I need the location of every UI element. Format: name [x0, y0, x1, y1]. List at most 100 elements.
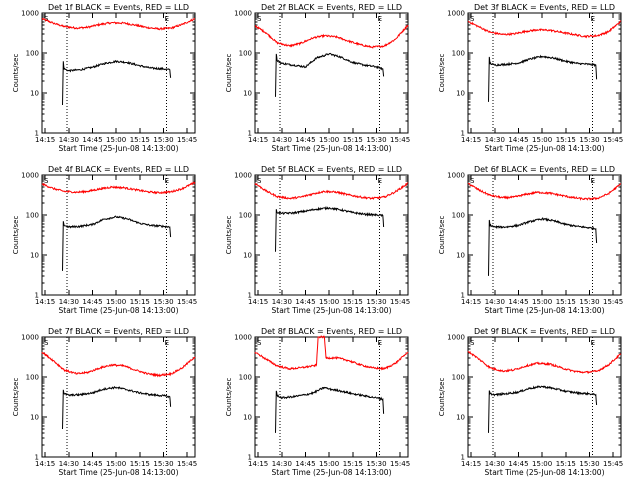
- chart-panel-2: Det 2f BLACK = Events, RED = LLD 1 10 100 10…: [225, 3, 410, 153]
- y-tick-label: 1: [35, 292, 39, 300]
- y-tick-label: 1000: [447, 172, 465, 180]
- y-tick-label: 100: [239, 374, 252, 382]
- x-tick-label: 14:45: [508, 298, 528, 306]
- y-tick-label: 10: [456, 90, 465, 98]
- lld-series-line: [254, 335, 409, 371]
- end-marker-label: E: [591, 15, 595, 23]
- chart-panel-3: Det 3f BLACK = Events, RED = LLD 1 10 100 10…: [438, 3, 623, 153]
- y-tick-label: 1000: [234, 334, 252, 342]
- chart-title: Det 7f BLACK = Events, RED = LLD: [48, 327, 189, 336]
- end-marker-label: E: [591, 339, 595, 347]
- x-tick-label: 15:00: [106, 298, 126, 306]
- chart-title: Det 1f BLACK = Events, RED = LLD: [48, 3, 189, 12]
- start-marker-label: S: [470, 339, 475, 347]
- chart-title: Det 8f BLACK = Events, RED = LLD: [261, 327, 402, 336]
- x-tick-label: 15:45: [603, 298, 623, 306]
- chart-title: Det 6f BLACK = Events, RED = LLD: [474, 165, 615, 174]
- x-axis-label: Start Time (25-Jun-08 14:13:00): [59, 468, 179, 477]
- x-tick-label: 14:45: [508, 460, 528, 468]
- end-marker-label: E: [378, 339, 382, 347]
- y-tick-label: 1000: [447, 10, 465, 18]
- y-tick-label: 1: [35, 130, 39, 138]
- x-tick-label: 15:30: [579, 136, 599, 144]
- x-tick-label: 15:30: [153, 460, 173, 468]
- y-tick-label: 1000: [234, 10, 252, 18]
- chart-panel-4: Det 4f BLACK = Events, RED = LLD 1 10 100 10…: [12, 165, 197, 315]
- y-tick-label: 1000: [447, 334, 465, 342]
- x-tick-label: 15:00: [319, 136, 339, 144]
- chart-panel-5: Det 5f BLACK = Events, RED = LLD 1 10 100 10…: [225, 165, 410, 315]
- y-tick-label: 1: [35, 454, 39, 462]
- x-tick-label: 14:30: [59, 460, 79, 468]
- y-tick-label: 10: [243, 90, 252, 98]
- y-tick-label: 100: [452, 50, 465, 58]
- x-tick-label: 15:45: [177, 460, 197, 468]
- y-tick-label: 10: [30, 414, 39, 422]
- y-tick-label: 10: [243, 252, 252, 260]
- x-tick-label: 15:00: [532, 298, 552, 306]
- y-tick-label: 1000: [21, 10, 39, 18]
- x-tick-label: 15:15: [343, 460, 363, 468]
- y-axis-label: Counts/sec: [12, 378, 20, 417]
- y-tick-label: 10: [30, 252, 39, 260]
- events-series-line: [275, 52, 385, 97]
- x-axis-label: Start Time (25-Jun-08 14:13:00): [59, 144, 179, 153]
- chart-panel-8: Det 8f BLACK = Events, RED = LLD 1 10 100 10…: [225, 327, 410, 477]
- y-tick-label: 10: [456, 252, 465, 260]
- events-series-line: [62, 215, 172, 271]
- x-tick-label: 14:45: [295, 298, 315, 306]
- y-tick-label: 1000: [234, 172, 252, 180]
- x-tick-label: 15:30: [153, 136, 173, 144]
- x-tick-label: 15:00: [106, 460, 126, 468]
- y-tick-label: 1000: [21, 334, 39, 342]
- x-tick-label: 15:30: [366, 298, 386, 306]
- x-tick-label: 14:45: [508, 136, 528, 144]
- events-series-line: [62, 59, 172, 106]
- y-axis-label: Counts/sec: [12, 216, 20, 255]
- x-tick-label: 15:15: [130, 136, 150, 144]
- x-tick-label: 14:15: [461, 298, 481, 306]
- x-tick-label: 15:15: [130, 460, 150, 468]
- chart-title: Det 4f BLACK = Events, RED = LLD: [48, 165, 189, 174]
- end-marker-label: E: [591, 177, 595, 185]
- lld-series-line: [41, 181, 196, 195]
- y-axis-label: Counts/sec: [438, 54, 446, 93]
- x-tick-label: 15:30: [579, 460, 599, 468]
- x-tick-label: 15:30: [153, 298, 173, 306]
- start-marker-label: S: [257, 177, 262, 185]
- lld-series-line: [41, 351, 196, 378]
- events-series-line: [62, 386, 172, 430]
- events-series-line: [275, 205, 385, 252]
- lld-series-line: [467, 350, 622, 374]
- events-series-line: [275, 386, 385, 433]
- y-tick-label: 10: [30, 90, 39, 98]
- end-marker-label: E: [165, 339, 169, 347]
- y-tick-label: 100: [26, 374, 39, 382]
- y-tick-label: 100: [452, 374, 465, 382]
- x-tick-label: 15:15: [130, 298, 150, 306]
- x-tick-label: 15:15: [556, 460, 576, 468]
- y-axis-label: Counts/sec: [225, 54, 233, 93]
- x-tick-label: 15:45: [390, 298, 410, 306]
- lld-series-line: [467, 182, 621, 201]
- y-tick-label: 10: [243, 414, 252, 422]
- y-tick-label: 100: [452, 212, 465, 220]
- chart-panel-1: Det 1f BLACK = Events, RED = LLD 1 10 100 10…: [12, 3, 197, 153]
- x-tick-label: 14:15: [35, 136, 55, 144]
- lld-series-line: [41, 17, 195, 31]
- end-marker-label: E: [165, 15, 169, 23]
- x-tick-label: 14:30: [59, 136, 79, 144]
- y-tick-label: 1000: [21, 172, 39, 180]
- plot-frame: [467, 336, 622, 458]
- x-tick-label: 14:15: [461, 136, 481, 144]
- x-tick-label: 15:00: [319, 460, 339, 468]
- x-tick-label: 14:15: [35, 460, 55, 468]
- x-tick-label: 14:45: [82, 298, 102, 306]
- x-tick-label: 15:45: [390, 136, 410, 144]
- chart-title: Det 5f BLACK = Events, RED = LLD: [261, 165, 402, 174]
- x-tick-label: 15:45: [177, 298, 197, 306]
- y-tick-label: 100: [239, 212, 252, 220]
- x-axis-label: Start Time (25-Jun-08 14:13:00): [59, 306, 179, 315]
- plot-frame: [41, 174, 196, 296]
- x-tick-label: 14:30: [272, 136, 292, 144]
